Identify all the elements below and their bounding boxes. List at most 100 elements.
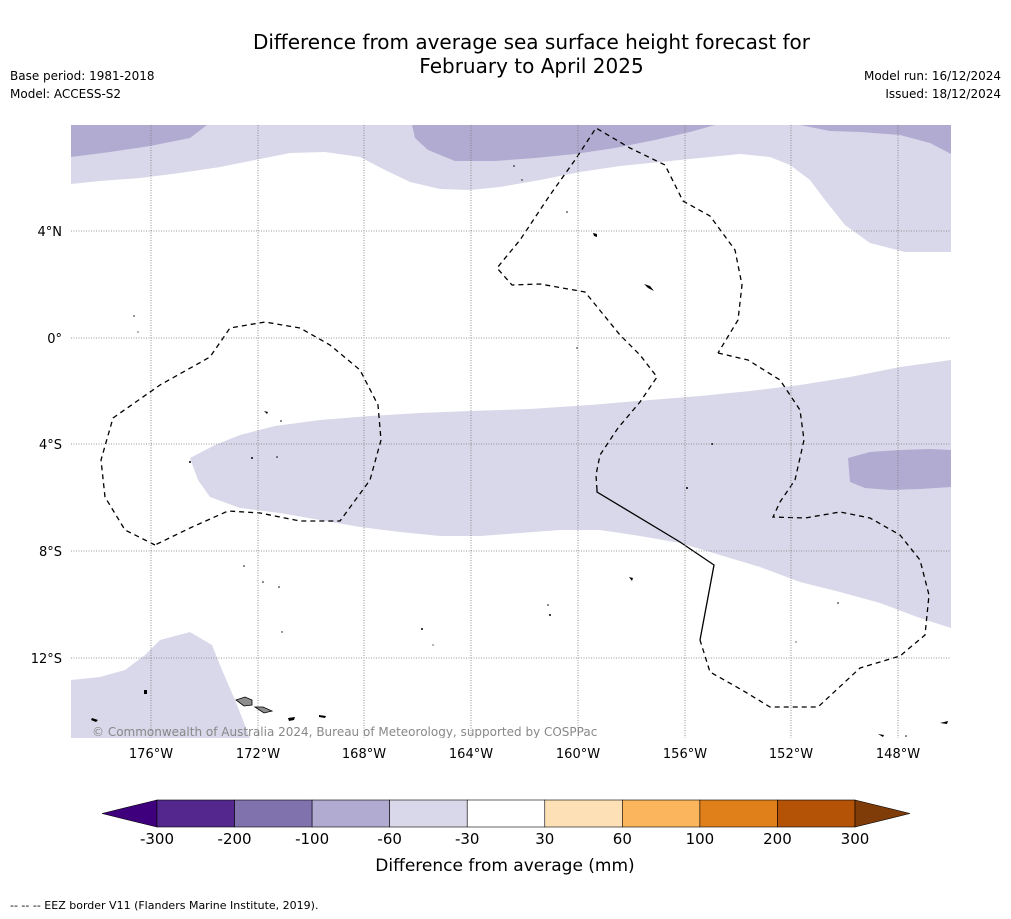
meta-right: Model run: 16/12/2024 Issued: 18/12/2024 (864, 67, 1001, 103)
colorbar-box (699, 799, 778, 828)
island-small-8 (629, 577, 633, 581)
longitude-labels: 176°W 172°W 168°W 164°W 160°W 156°W 152°… (129, 747, 920, 762)
atoll (837, 602, 839, 604)
anomaly-region-central-mid (848, 449, 951, 490)
anomaly-region-north-mid-2 (412, 125, 715, 161)
eez-border-central-north (496, 127, 743, 491)
anomaly-region-south-pale (71, 632, 250, 738)
atoll (521, 179, 523, 181)
island-small-5 (644, 284, 654, 291)
colorbar-box (311, 799, 390, 828)
colorbar-box (466, 799, 546, 828)
title-line-2: February to April 2025 (419, 54, 644, 78)
colorbar-tick: -60 (377, 830, 402, 848)
island-small-3 (288, 717, 295, 721)
colorbar (101, 799, 911, 828)
island-small-1 (144, 690, 147, 694)
anomaly-region-central-pale (190, 360, 951, 628)
island-small-7 (264, 411, 268, 414)
lat-label: 0° (47, 332, 62, 347)
lon-label: 164°W (449, 747, 493, 762)
colorbar-box (622, 799, 701, 828)
atoll (189, 461, 191, 463)
colorbar-tick: -100 (295, 830, 329, 848)
lat-label: 8°S (39, 545, 62, 560)
model-name: Model: ACCESS-S2 (10, 87, 122, 101)
lat-label: 4°S (39, 438, 62, 453)
colorbar-tick: 60 (613, 830, 632, 848)
atoll (711, 443, 713, 445)
island-small-6 (593, 233, 597, 237)
model-run: Model run: 16/12/2024 (863, 69, 1001, 83)
graticule (71, 125, 951, 738)
atoll (281, 631, 283, 633)
atoll (513, 165, 515, 167)
lat-label: 12°S (31, 652, 62, 667)
footer-note: -- -- -- EEZ border V11 (Flanders Marine… (10, 899, 319, 912)
island-small-2 (91, 718, 98, 722)
anomaly-region-north-mid-3 (800, 125, 951, 154)
issued-date: Issued: 18/12/2024 (885, 87, 1001, 101)
map-title: Difference from average sea surface heig… (0, 30, 1011, 78)
colorbar-tick: 300 (841, 830, 870, 848)
island-small-4 (319, 715, 326, 718)
atoll (566, 211, 568, 213)
atoll (243, 565, 245, 567)
atoll (549, 614, 551, 616)
colorbar-box (544, 799, 623, 828)
maritime-boundary-solid (596, 490, 715, 641)
lon-label: 168°W (342, 747, 386, 762)
atoll (278, 586, 280, 588)
lon-label: 156°W (663, 747, 707, 762)
eez-borders (100, 127, 930, 708)
map-area: © Commonwealth of Australia 2024, Bureau… (71, 125, 951, 739)
colorbar-tick: 100 (686, 830, 715, 848)
lon-label: 152°W (769, 747, 813, 762)
colorbar-tick: 200 (763, 830, 792, 848)
colorbar-tick: -30 (455, 830, 480, 848)
colorbar-tick: -300 (140, 830, 174, 848)
colorbar-tick: 30 (535, 830, 554, 848)
eez-border-east (699, 352, 930, 708)
base-period: Base period: 1981-2018 (10, 69, 155, 83)
colorbar-extend-high (854, 799, 911, 828)
title-line-1: Difference from average sea surface heig… (252, 30, 811, 54)
islands (91, 165, 948, 737)
atoll (576, 347, 578, 349)
colorbar-tick-labels: -300 -200 -100 -60 -30 30 60 100 200 300 (140, 830, 869, 848)
atoll (280, 420, 282, 422)
colorbar-label: Difference from average (mm) (375, 856, 634, 876)
meta-left: Base period: 1981-2018 Model: ACCESS-S2 (10, 67, 155, 103)
copyright-text: © Commonwealth of Australia 2024, Bureau… (92, 725, 597, 739)
atoll (262, 581, 264, 583)
colorbar-box (389, 799, 468, 828)
lon-label: 148°W (876, 747, 920, 762)
island-small-9 (878, 734, 884, 737)
island-small-10 (940, 721, 948, 724)
colorbar-tick: -200 (218, 830, 252, 848)
island-samoa-2 (253, 706, 274, 714)
anomaly-region-north-mid-1 (71, 125, 207, 157)
atoll (905, 735, 907, 737)
colorbar-extend-low (101, 799, 158, 828)
island-samoa-1 (235, 696, 253, 707)
lon-label: 176°W (129, 747, 173, 762)
atoll (137, 331, 139, 333)
lon-label: 172°W (236, 747, 280, 762)
eez-border-west (100, 321, 382, 546)
colorbar-box (777, 799, 856, 828)
atoll (795, 641, 797, 643)
colorbar-box (156, 799, 235, 828)
colorbar-box (234, 799, 313, 828)
atoll (276, 456, 278, 458)
lon-label: 160°W (556, 747, 600, 762)
atoll (686, 487, 688, 489)
atoll (251, 457, 253, 459)
lat-label: 4°N (38, 225, 63, 240)
latitude-labels: 4°N 0° 4°S 8°S 12°S (31, 225, 62, 667)
atoll (133, 315, 135, 317)
atoll (547, 604, 549, 606)
atoll (421, 628, 423, 630)
atoll (432, 644, 434, 646)
